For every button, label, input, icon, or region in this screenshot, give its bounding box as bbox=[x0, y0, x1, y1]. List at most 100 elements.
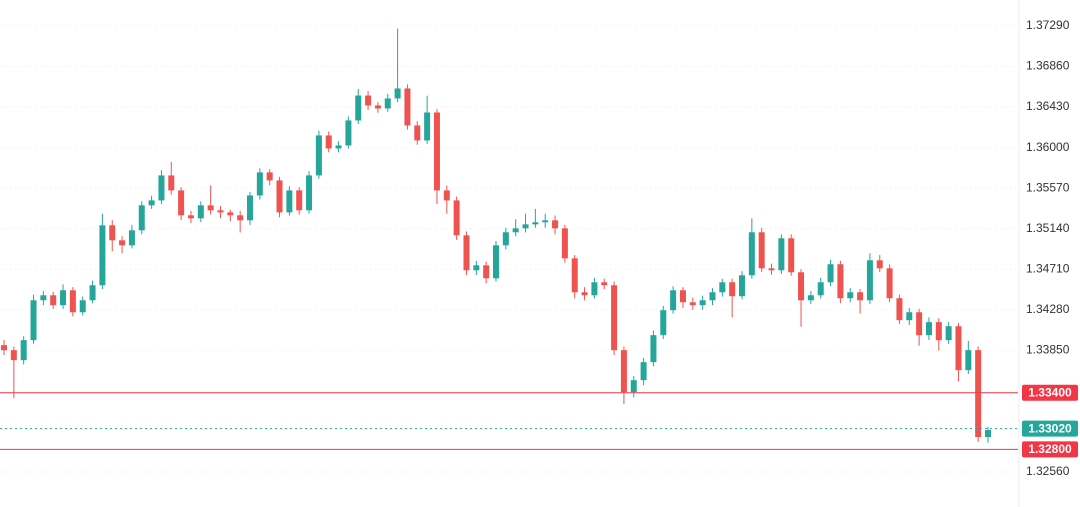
candle-body bbox=[20, 340, 27, 361]
y-tick-label: 1.34280 bbox=[1026, 302, 1070, 316]
candle-body bbox=[512, 228, 519, 233]
candle-body bbox=[561, 228, 568, 259]
y-tick-label: 1.35570 bbox=[1026, 180, 1070, 194]
candle-body bbox=[916, 312, 923, 336]
candle-body bbox=[768, 268, 775, 271]
candle-body bbox=[473, 265, 480, 271]
candle-body bbox=[591, 282, 598, 296]
candle-body bbox=[40, 295, 47, 301]
candle-body bbox=[128, 230, 135, 246]
candle-body bbox=[640, 362, 647, 381]
y-tick-label: 1.37290 bbox=[1026, 18, 1070, 32]
candle-body bbox=[679, 290, 686, 303]
candle-body bbox=[650, 335, 657, 363]
candle-body bbox=[296, 190, 303, 211]
candle-body bbox=[571, 258, 578, 293]
price-badge bbox=[1022, 441, 1078, 458]
price-badge-label: 1.32800 bbox=[1028, 442, 1072, 456]
price-badge bbox=[1022, 384, 1078, 401]
candle-body bbox=[286, 190, 293, 213]
candle-body bbox=[719, 282, 726, 293]
candle-body bbox=[729, 282, 736, 297]
candle-body bbox=[168, 175, 175, 191]
candle-body bbox=[709, 292, 716, 301]
candle-body bbox=[552, 220, 559, 229]
candle-body bbox=[1, 345, 7, 351]
candle-body bbox=[581, 292, 588, 296]
candle-body bbox=[601, 282, 608, 286]
candle-body bbox=[374, 105, 381, 109]
candle-body bbox=[178, 190, 185, 216]
candle-body bbox=[30, 300, 37, 341]
candle-body bbox=[847, 292, 854, 299]
candle-body bbox=[227, 212, 234, 216]
candle-body bbox=[207, 205, 214, 211]
candle-body bbox=[483, 265, 490, 279]
y-tick-label: 1.34710 bbox=[1026, 261, 1070, 275]
candle-body bbox=[542, 220, 549, 223]
candle-body bbox=[138, 205, 145, 231]
candle-body bbox=[788, 238, 795, 273]
candle-body bbox=[119, 240, 126, 246]
candle-body bbox=[79, 300, 86, 313]
candle-body bbox=[935, 322, 942, 341]
candle-body bbox=[522, 224, 529, 229]
candle-body bbox=[699, 300, 706, 306]
candle-body bbox=[60, 290, 67, 306]
candle-body bbox=[433, 112, 440, 191]
candle-body bbox=[148, 200, 155, 206]
candle-body bbox=[69, 290, 76, 313]
candle-body bbox=[493, 245, 499, 279]
y-tick-label: 1.35140 bbox=[1026, 221, 1070, 235]
candle-body bbox=[925, 322, 932, 336]
candle-body bbox=[502, 232, 509, 246]
candle-body bbox=[758, 232, 765, 269]
candle-body bbox=[748, 232, 755, 276]
candle-body bbox=[817, 282, 824, 296]
candle-body bbox=[237, 215, 244, 221]
candle-body bbox=[50, 295, 57, 306]
candle-body bbox=[906, 312, 913, 321]
candle-body bbox=[266, 172, 273, 181]
candle-body bbox=[355, 95, 362, 121]
y-tick-label: 1.36000 bbox=[1026, 140, 1070, 154]
y-tick-label: 1.33850 bbox=[1026, 343, 1070, 357]
candle-body bbox=[394, 88, 401, 99]
candle-body bbox=[670, 290, 677, 311]
candle-body bbox=[404, 88, 411, 126]
candle-body bbox=[866, 260, 873, 301]
y-tick-label: 1.36860 bbox=[1026, 59, 1070, 73]
candle-body bbox=[315, 135, 322, 176]
price-badge bbox=[1022, 420, 1078, 437]
candle-body bbox=[187, 215, 194, 219]
candle-body bbox=[414, 125, 421, 141]
candle-body bbox=[778, 238, 785, 271]
candle-body bbox=[109, 225, 116, 241]
candle-body bbox=[453, 200, 460, 236]
candle-body bbox=[463, 235, 470, 271]
candle-body bbox=[345, 120, 352, 146]
y-tick-label: 1.36430 bbox=[1026, 99, 1070, 113]
candle-body bbox=[896, 298, 903, 321]
candle-body bbox=[689, 302, 696, 306]
candle-body bbox=[945, 326, 952, 341]
candle-body bbox=[886, 268, 893, 299]
candle-body bbox=[197, 205, 204, 219]
price-badge-label: 1.33400 bbox=[1028, 385, 1072, 399]
candle-body bbox=[158, 175, 165, 201]
candle-body bbox=[306, 175, 313, 211]
candle-body bbox=[876, 260, 883, 269]
candle-body bbox=[985, 430, 991, 438]
candle-body bbox=[325, 135, 332, 149]
candle-body bbox=[10, 350, 17, 361]
candle-body bbox=[807, 295, 814, 301]
candle-body bbox=[365, 95, 372, 106]
candle-body bbox=[798, 272, 805, 301]
candle-body bbox=[837, 264, 844, 299]
candle-body bbox=[827, 264, 834, 283]
candle-body bbox=[660, 310, 667, 336]
candle-body bbox=[256, 172, 263, 196]
candle-body bbox=[247, 195, 253, 221]
candle-body bbox=[965, 350, 972, 371]
